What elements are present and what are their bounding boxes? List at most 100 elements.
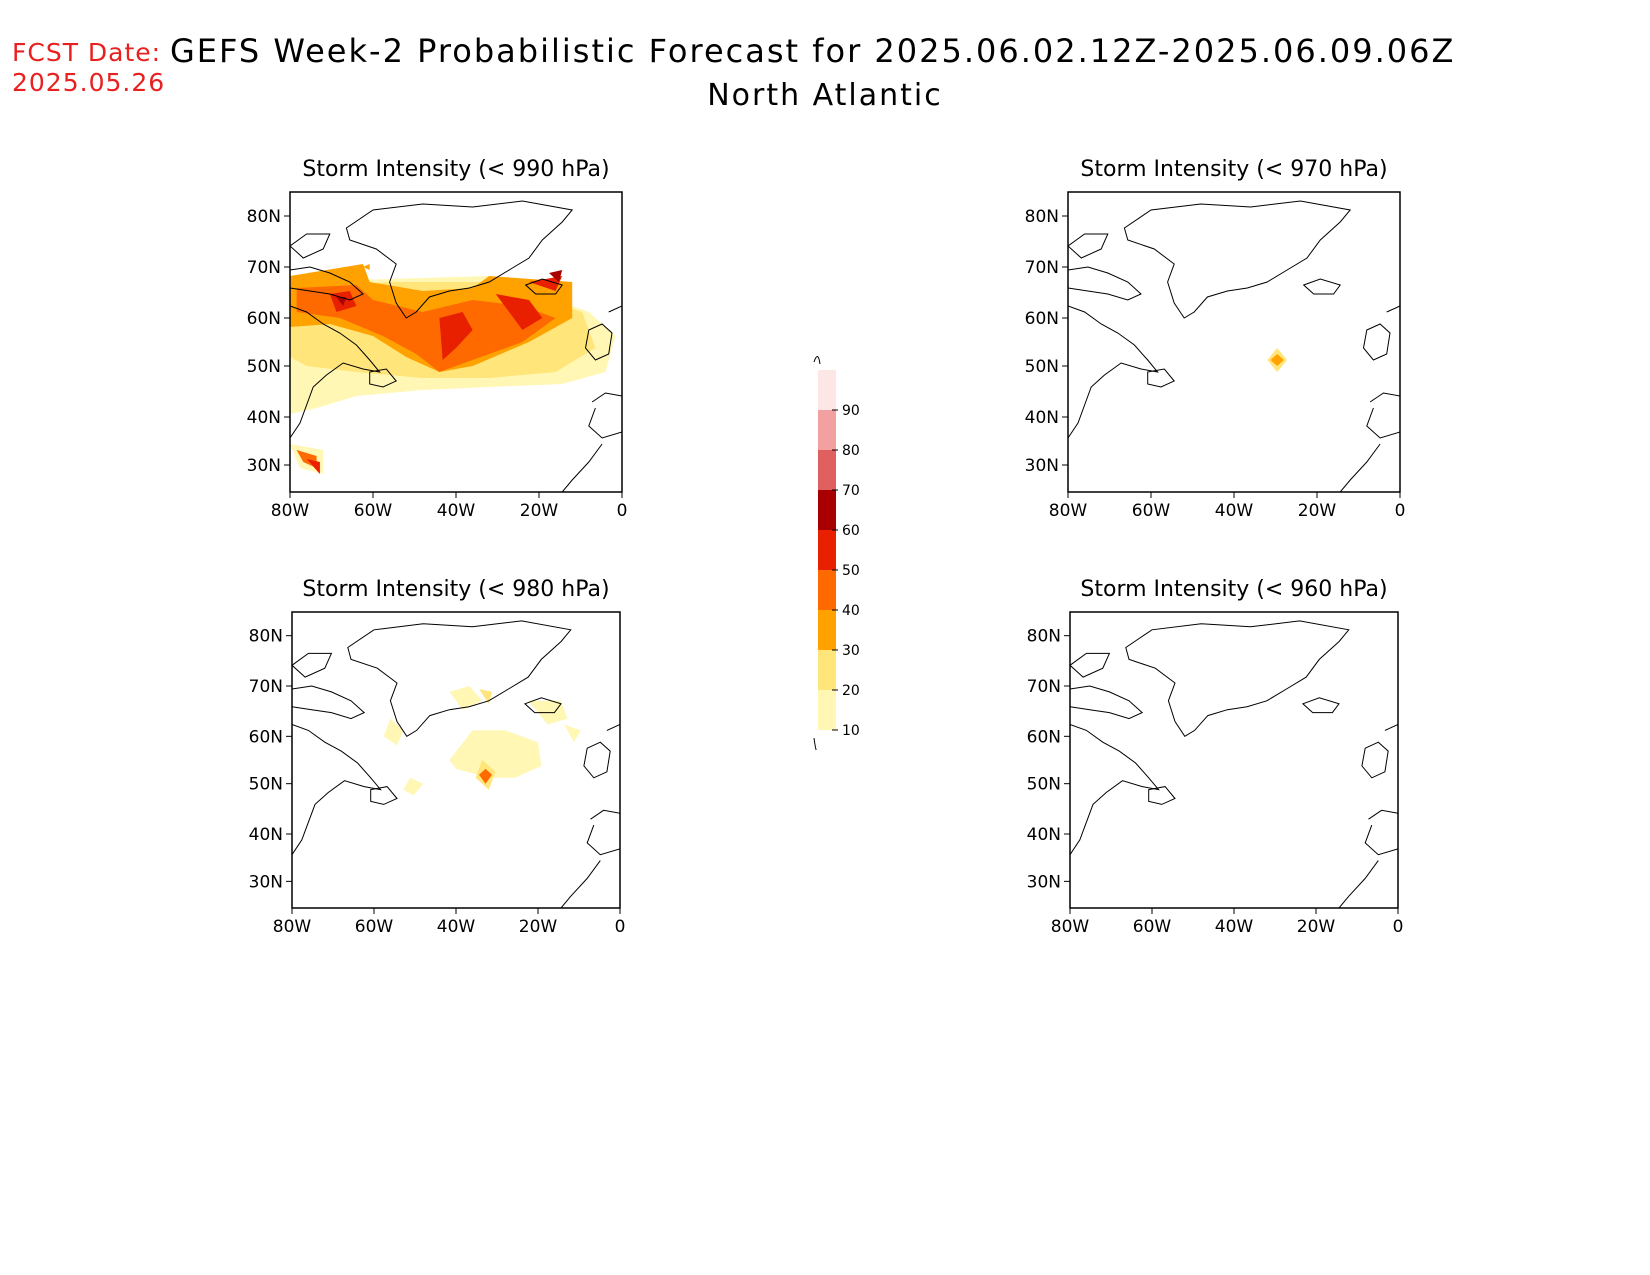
- coastline: [290, 305, 381, 439]
- coastline: [523, 697, 562, 714]
- coastline: [1362, 323, 1391, 361]
- coastline: [1125, 620, 1350, 737]
- map-frame: [1067, 191, 1401, 493]
- lon-tick-label: 20W: [519, 917, 558, 937]
- probability-area: [495, 294, 543, 330]
- coastline: [1068, 233, 1109, 259]
- colorbar: 10 20 30 40 50 60 70 80 90: [813, 356, 860, 750]
- colorbar-tick-label: 60: [842, 523, 860, 539]
- lon-tick-label: 40W: [1215, 501, 1254, 521]
- map-panel-980: Storm Intensity (< 980 hPa) 80N 70N 60N 50N 4…: [249, 577, 626, 937]
- colorbar-segment: [818, 690, 836, 730]
- lat-tick-label: 50N: [1027, 775, 1061, 795]
- lon-tick-label: 0: [615, 917, 626, 937]
- lat-tick-label: 50N: [247, 357, 281, 377]
- lon-tick-label: 0: [617, 501, 628, 521]
- colorbar-segment: [818, 410, 836, 450]
- lat-tick-label: 70N: [249, 677, 283, 697]
- panel-title: Storm Intensity (< 970 hPa): [1080, 157, 1387, 182]
- lon-tick-label: 60W: [355, 917, 394, 937]
- lat-tick-label: 60N: [1027, 727, 1061, 747]
- map-frame: [1069, 611, 1399, 909]
- lat-tick-label: 50N: [249, 775, 283, 795]
- lon-tick-label: 0: [1393, 917, 1404, 937]
- probability-area: [479, 689, 493, 704]
- coastline: [560, 809, 620, 908]
- coastline: [292, 724, 382, 855]
- probability-area: [383, 718, 404, 746]
- lat-tick-label: 70N: [1027, 677, 1061, 697]
- coastline: [1386, 305, 1400, 313]
- coastline: [524, 278, 564, 295]
- colorbar-segment: [818, 370, 836, 410]
- coastline: [561, 392, 622, 492]
- probability-area: [336, 297, 347, 306]
- coastline: [608, 305, 622, 313]
- lon-tick-label: 20W: [1298, 501, 1337, 521]
- lat-tick-label: 30N: [247, 456, 281, 476]
- probability-area: [549, 270, 563, 282]
- coastline: [606, 724, 620, 731]
- colorbar-tick-label: 30: [842, 643, 860, 659]
- lat-tick-label: 40N: [247, 408, 281, 428]
- forecast-date-label: FCST Date:: [12, 38, 162, 67]
- forecast-date-block: FCST Date: 2025.05.26: [12, 38, 165, 98]
- colorbar-segment: [818, 490, 836, 530]
- colorbar-tick-label: 70: [842, 483, 860, 499]
- map-panel-970: Storm Intensity (< 970 hPa) 80N 70N 60N 50N 4…: [1025, 157, 1406, 521]
- map-panel-960: Storm Intensity (< 960 hPa) 80N 70N 60N 50N 4…: [1027, 577, 1404, 937]
- colorbar-tick-label: 40: [842, 603, 860, 619]
- lon-tick-label: 80W: [271, 501, 310, 521]
- coastline: [347, 620, 572, 737]
- coastline: [290, 266, 364, 301]
- lat-tick-label: 40N: [249, 825, 283, 845]
- coastline: [369, 368, 398, 388]
- colorbar-segment: [818, 610, 836, 650]
- panel-title: Storm Intensity (< 990 hPa): [302, 157, 609, 182]
- coastline: [1070, 685, 1144, 720]
- lon-tick-label: 40W: [437, 501, 476, 521]
- probability-area: [564, 724, 581, 743]
- lon-tick-label: 60W: [1132, 501, 1171, 521]
- lat-tick-label: 60N: [1025, 309, 1059, 329]
- lon-tick-label: 20W: [520, 501, 559, 521]
- colorbar-tick-label: 10: [842, 723, 860, 739]
- coastline: [584, 323, 613, 361]
- panel-title: Storm Intensity (< 980 hPa): [302, 577, 609, 602]
- lon-tick-label: 40W: [1215, 917, 1254, 937]
- coastline: [1384, 724, 1398, 731]
- lat-tick-label: 30N: [1027, 872, 1061, 892]
- coastline: [1147, 368, 1176, 388]
- probability-area: [449, 730, 542, 778]
- coastline: [1361, 741, 1389, 779]
- colorbar-tick-label: 90: [842, 403, 860, 419]
- panel-title: Storm Intensity (< 960 hPa): [1080, 577, 1387, 602]
- page-title: GEFS Week-2 Probabilistic Forecast for 2…: [170, 32, 1456, 70]
- coastline: [1148, 786, 1176, 805]
- lon-tick-label: 60W: [1133, 917, 1172, 937]
- coastline: [1301, 697, 1340, 714]
- lat-tick-label: 30N: [1025, 456, 1059, 476]
- probability-area: [529, 276, 563, 291]
- coastline: [1338, 809, 1398, 908]
- coastline: [1302, 278, 1342, 295]
- colorbar-tick-label: 80: [842, 443, 860, 459]
- lat-tick-label: 80N: [247, 207, 281, 227]
- coastline: [1070, 652, 1111, 678]
- lat-tick-label: 70N: [247, 258, 281, 278]
- probability-area: [403, 777, 424, 796]
- colorbar-segment: [818, 570, 836, 610]
- colorbar-segment: [818, 650, 836, 690]
- lon-tick-label: 20W: [1297, 917, 1336, 937]
- colorbar-tick-label: 50: [842, 563, 860, 579]
- probability-area: [1270, 354, 1284, 366]
- colorbar-tick-label: 20: [842, 683, 860, 699]
- lat-tick-label: 40N: [1025, 408, 1059, 428]
- probability-area: [449, 686, 483, 710]
- forecast-date-value: 2025.05.26: [12, 68, 166, 97]
- coastline: [290, 233, 331, 259]
- lat-tick-label: 70N: [1025, 258, 1059, 278]
- coastline: [1068, 266, 1142, 301]
- probability-area: [363, 264, 370, 270]
- lon-tick-label: 80W: [1051, 917, 1090, 937]
